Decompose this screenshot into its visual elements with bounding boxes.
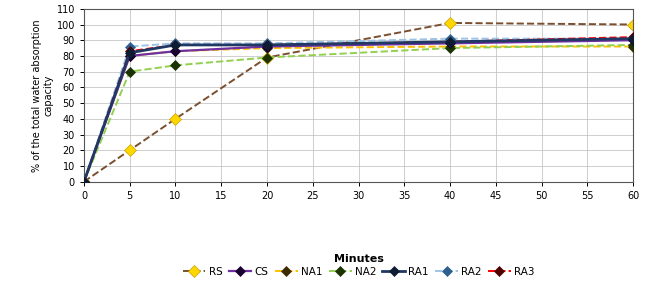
Line: RA1: RA1 <box>81 35 636 185</box>
RA2 <box>446 37 454 40</box>
NA1 <box>172 50 180 53</box>
RA3 <box>446 40 454 44</box>
RA1 <box>263 43 271 47</box>
NA1 <box>80 180 88 183</box>
RA1 <box>629 37 637 40</box>
NA1 <box>629 45 637 48</box>
RA3 <box>80 180 88 183</box>
RA3 <box>126 50 134 53</box>
RA3 <box>263 43 271 47</box>
CS <box>126 54 134 58</box>
RA2 <box>172 42 180 45</box>
RA3 <box>629 35 637 39</box>
X-axis label: Minutes: Minutes <box>333 254 384 264</box>
RS <box>629 23 637 26</box>
RS <box>263 56 271 59</box>
Line: CS: CS <box>81 37 636 185</box>
RA2 <box>80 180 88 183</box>
CS <box>80 180 88 183</box>
Line: RA2: RA2 <box>81 35 636 185</box>
RA1 <box>172 43 180 47</box>
NA2 <box>80 180 88 183</box>
NA2 <box>446 46 454 50</box>
NA2 <box>629 43 637 47</box>
RS <box>126 149 134 152</box>
RS <box>172 117 180 120</box>
RA1 <box>80 180 88 183</box>
RS <box>80 180 88 183</box>
Line: RS: RS <box>80 19 637 186</box>
CS <box>172 50 180 53</box>
NA2 <box>172 64 180 67</box>
NA1 <box>263 46 271 50</box>
RA3 <box>172 43 180 47</box>
Line: NA1: NA1 <box>81 43 636 185</box>
Line: RA3: RA3 <box>81 34 636 185</box>
RA2 <box>263 42 271 45</box>
RA2 <box>629 37 637 40</box>
Legend: RS, CS, NA1, NA2, RA1, RA2, RA3: RS, CS, NA1, NA2, RA1, RA2, RA3 <box>183 267 534 277</box>
RS <box>446 21 454 25</box>
Y-axis label: % of the total water absorption
capacity: % of the total water absorption capacity <box>32 19 54 171</box>
NA1 <box>126 54 134 58</box>
NA1 <box>446 45 454 48</box>
CS <box>446 42 454 45</box>
CS <box>629 38 637 42</box>
CS <box>263 45 271 48</box>
NA2 <box>263 56 271 59</box>
RA1 <box>446 40 454 44</box>
RA1 <box>126 51 134 54</box>
RA2 <box>126 45 134 48</box>
Line: NA2: NA2 <box>81 42 636 185</box>
NA2 <box>126 70 134 74</box>
